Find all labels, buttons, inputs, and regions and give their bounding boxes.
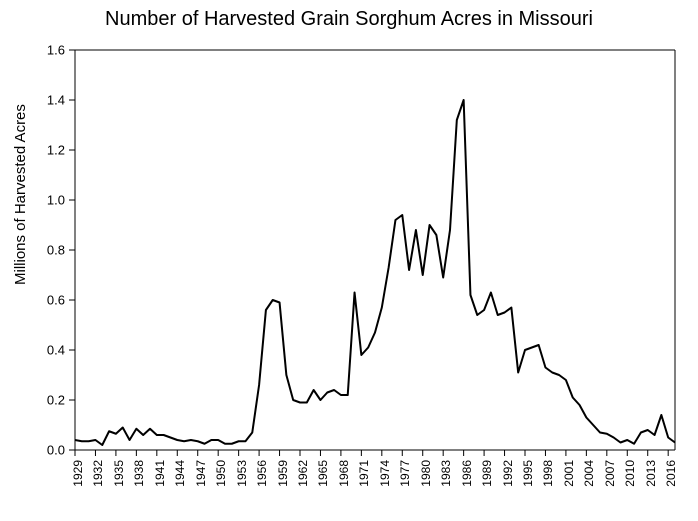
chart-title: Number of Harvested Grain Sorghum Acres …	[0, 8, 698, 31]
y-tick-label: 0.4	[30, 343, 65, 358]
y-axis-label: Millions of Harvested Acres	[12, 104, 29, 285]
line-chart-svg	[75, 50, 675, 450]
y-tick-label: 1.2	[30, 143, 65, 158]
y-tick-label: 1.0	[30, 193, 65, 208]
chart-container: Number of Harvested Grain Sorghum Acres …	[0, 0, 698, 521]
y-tick-label: 1.6	[30, 43, 65, 58]
data-line	[75, 100, 675, 445]
y-tick-label: 0.6	[30, 293, 65, 308]
y-tick-label: 1.4	[30, 93, 65, 108]
y-tick-label: 0.2	[30, 393, 65, 408]
plot-area: 0.00.20.40.60.81.01.21.41.61929193219351…	[75, 50, 675, 450]
y-tick-label: 0.0	[30, 443, 65, 458]
y-tick-label: 0.8	[30, 243, 65, 258]
